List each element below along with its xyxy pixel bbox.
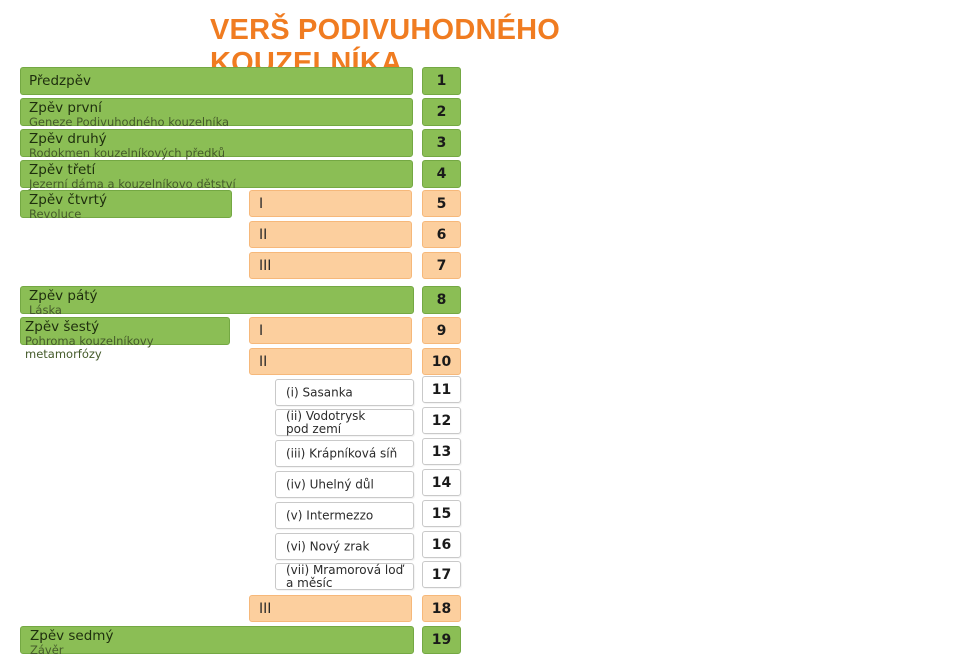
number-badge: 3 xyxy=(422,129,461,157)
canto-3: Zpěv třetí Jezerní dáma a kouzelníkovo dě… xyxy=(20,160,413,191)
canto-name: Předzpěv xyxy=(29,73,91,89)
canto-name: Zpěv první xyxy=(29,100,102,116)
number-badge: 8 xyxy=(422,286,461,314)
canto-subtitle: Jezerní dáma a kouzelníkovo dětství xyxy=(29,177,236,191)
part-4-1: I xyxy=(249,190,412,217)
number-badge: 9 xyxy=(422,317,461,344)
canto-prolog: Předzpěv xyxy=(20,67,413,95)
canto-subtitle: Revoluce xyxy=(29,207,82,221)
number-badge: 1 xyxy=(422,67,461,95)
canto-name: Zpěv pátý xyxy=(29,288,98,304)
number-badge: 7 xyxy=(422,252,461,279)
canto-subtitle: Závěr xyxy=(30,643,64,655)
subpart-5: (v) Intermezzo xyxy=(275,502,414,529)
number-badge: 17 xyxy=(422,561,461,588)
part-label: III xyxy=(259,257,272,274)
subpart-2: (ii) Vodotrysk pod zemí xyxy=(275,409,414,436)
subpart-label: (vii) Mramorová loď a měsíc xyxy=(286,562,404,590)
canto-7: Zpěv sedmý Závěr xyxy=(20,626,414,655)
canto-name: Zpěv druhý xyxy=(29,131,107,147)
subpart-4: (iv) Uhelný důl xyxy=(275,471,414,498)
canto-5: Zpěv pátý Láska xyxy=(20,286,414,317)
number-badge: 4 xyxy=(422,160,461,188)
subpart-label: (iv) Uhelný důl xyxy=(286,477,374,491)
canto-name: Zpěv třetí xyxy=(29,162,96,178)
part-6-3: III xyxy=(249,595,412,622)
canto-1: Zpěv první Geneze Podivuhodného kouzelník… xyxy=(20,98,413,129)
subpart-label: (ii) Vodotrysk pod zemí xyxy=(286,408,366,436)
subpart-1: (i) Sasanka xyxy=(275,379,414,406)
subpart-6: (vi) Nový zrak xyxy=(275,533,414,560)
number-badge: 15 xyxy=(422,500,461,527)
number-badge: 10 xyxy=(422,348,461,375)
number-badge: 5 xyxy=(422,190,461,217)
part-4-3: III xyxy=(249,252,412,279)
number-badge: 13 xyxy=(422,438,461,465)
canto-subtitle: Rodokmen kouzelníkových předků xyxy=(29,146,225,160)
part-6-1: I xyxy=(249,317,412,344)
subpart-3: (iii) Krápníková síň xyxy=(275,440,414,467)
number-badge: 2 xyxy=(422,98,461,126)
subpart-label: (iii) Krápníková síň xyxy=(286,446,398,460)
number-badge: 11 xyxy=(422,376,461,403)
part-label: I xyxy=(259,195,264,212)
canto-4: Zpěv čtvrtý Revoluce xyxy=(20,190,232,221)
part-label: I xyxy=(259,322,264,339)
subpart-label: (vi) Nový zrak xyxy=(286,539,370,553)
number-badge: 12 xyxy=(422,407,461,434)
part-6-2: II xyxy=(249,348,412,375)
number-badge: 18 xyxy=(422,595,461,622)
canto-name: Zpěv šestý xyxy=(25,319,100,335)
canto-6: Zpěv šestý Pohroma kouzelníkovy metamorfó… xyxy=(20,317,230,361)
canto-name: Zpěv sedmý xyxy=(30,628,114,644)
part-label: III xyxy=(259,600,272,617)
page-title: VERŠ PODIVUHODNÉHO KOUZELNÍKA xyxy=(210,14,561,79)
number-badge: 19 xyxy=(422,626,461,654)
canto-name: Zpěv čtvrtý xyxy=(29,192,107,208)
number-badge: 16 xyxy=(422,531,461,558)
subpart-label: (i) Sasanka xyxy=(286,385,353,399)
canto-subtitle: Pohroma kouzelníkovy metamorfózy xyxy=(25,334,154,361)
number-badge: 14 xyxy=(422,469,461,496)
part-label: II xyxy=(259,226,268,243)
subpart-label: (v) Intermezzo xyxy=(286,508,374,522)
part-4-2: II xyxy=(249,221,412,248)
canto-subtitle: Láska xyxy=(29,303,62,317)
canto-subtitle: Geneze Podivuhodného kouzelníka xyxy=(29,115,230,129)
part-label: II xyxy=(259,353,268,370)
subpart-7: (vii) Mramorová loď a měsíc xyxy=(275,563,414,590)
canto-2: Zpěv druhý Rodokmen kouzelníkových předků xyxy=(20,129,413,160)
number-badge: 6 xyxy=(422,221,461,248)
